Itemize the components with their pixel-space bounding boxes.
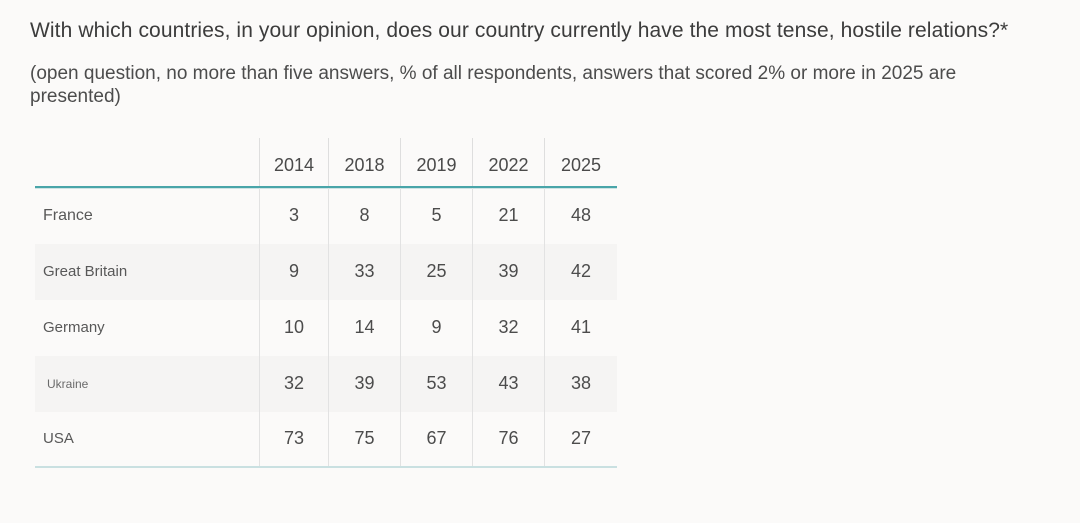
country-label: USA [43, 430, 74, 448]
value-cell: 48 [544, 187, 617, 244]
table-row-usa: USA 73 75 67 76 27 [35, 411, 617, 468]
country-label: France [43, 206, 93, 224]
year-column-header-2025: 2025 [544, 137, 617, 186]
value-cell: 33 [328, 243, 400, 300]
value-cell: 25 [400, 243, 472, 300]
table-row-germany: Germany 10 14 9 32 41 [35, 299, 617, 356]
table-header-row: 2014 2018 2019 2022 2025 [35, 137, 617, 188]
value-cell: 38 [544, 355, 617, 412]
year-column-header-2022: 2022 [472, 137, 544, 186]
value-cell: 32 [259, 355, 328, 412]
results-table: 2014 2018 2019 2022 2025 France 3 8 5 21… [35, 137, 617, 468]
value-cell: 67 [400, 411, 472, 466]
country-label: Ukraine [47, 376, 89, 391]
country-label: Germany [43, 319, 105, 337]
year-column-header-2018: 2018 [328, 137, 400, 186]
value-cell: 42 [544, 243, 617, 300]
value-cell: 9 [259, 243, 328, 300]
value-cell: 8 [328, 187, 400, 244]
table-row-ukraine: Ukraine 32 39 53 43 38 [35, 355, 617, 412]
value-cell: 27 [544, 411, 617, 466]
value-cell: 5 [400, 187, 472, 244]
value-cell: 53 [400, 355, 472, 412]
value-cell: 32 [472, 299, 544, 356]
value-cell: 21 [472, 187, 544, 244]
value-cell: 10 [259, 299, 328, 356]
year-column-header-2014: 2014 [259, 137, 328, 186]
page-title: With which countries, in your opinion, d… [30, 19, 1009, 42]
value-cell: 75 [328, 411, 400, 466]
country-label: Great Britain [43, 263, 128, 281]
survey-report-page: With which countries, in your opinion, d… [30, 19, 1009, 468]
value-cell: 9 [400, 299, 472, 356]
value-cell: 73 [259, 411, 328, 466]
value-cell: 43 [472, 355, 544, 412]
table-row-great-britain: Great Britain 9 33 25 39 42 [35, 243, 617, 300]
value-cell: 76 [472, 411, 544, 466]
year-column-header-2019: 2019 [400, 137, 472, 186]
corner-cell [35, 138, 259, 186]
methodology-note: (open question, no more than five answer… [30, 62, 957, 108]
value-cell: 41 [544, 299, 617, 356]
value-cell: 3 [259, 187, 328, 244]
value-cell: 14 [328, 299, 400, 356]
value-cell: 39 [328, 355, 400, 412]
table-row-france: France 3 8 5 21 48 [35, 187, 617, 244]
value-cell: 39 [472, 243, 544, 300]
